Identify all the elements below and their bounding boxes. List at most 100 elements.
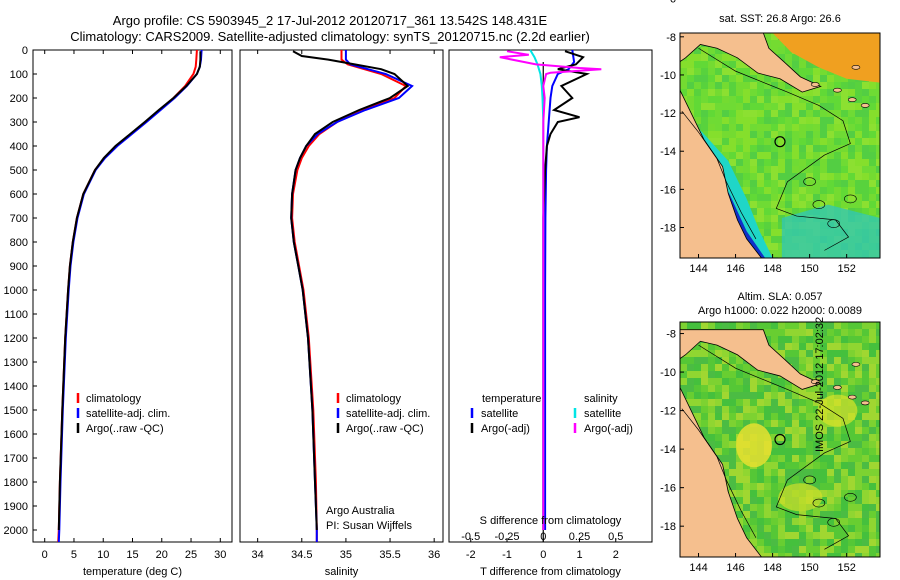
sst-ocean-cell bbox=[848, 187, 855, 194]
sst-ocean-cell bbox=[806, 173, 813, 180]
sla-ocean-cell bbox=[757, 539, 764, 546]
sst-ocean-cell bbox=[855, 173, 862, 180]
sst-ocean-cell bbox=[827, 159, 834, 166]
sst-ocean-cell bbox=[785, 173, 792, 180]
sla-ocean-cell bbox=[827, 546, 834, 553]
sla-ocean-cell bbox=[876, 385, 880, 392]
diff-series-line bbox=[544, 49, 576, 530]
sla-ocean-cell bbox=[841, 441, 848, 448]
sla-ocean-cell bbox=[813, 420, 820, 427]
sst-ocean-cell bbox=[792, 187, 799, 194]
sla-ocean-cell bbox=[722, 406, 729, 413]
sst-ocean-cell bbox=[701, 89, 708, 96]
sst-ocean-cell bbox=[792, 68, 799, 75]
sst-ocean-cell bbox=[771, 173, 778, 180]
sst-ocean-cell bbox=[708, 124, 715, 131]
sst-ocean-cell bbox=[764, 110, 771, 117]
depth-tick-label: 500 bbox=[10, 165, 28, 177]
sla-ocean-cell bbox=[701, 357, 708, 364]
sla-ocean-cell bbox=[764, 518, 771, 525]
sst-ocean-cell bbox=[771, 159, 778, 166]
sla-ocean-cell bbox=[771, 406, 778, 413]
sst-ocean-cell bbox=[757, 145, 764, 152]
sla-ocean-cell bbox=[862, 392, 869, 399]
sla-reef-outline bbox=[827, 518, 841, 527]
sla-ocean-cell bbox=[806, 392, 813, 399]
sst-ocean-cell bbox=[820, 159, 827, 166]
sst-ocean-cell bbox=[806, 194, 813, 201]
sst-ocean-cell bbox=[687, 75, 694, 82]
sst-ocean-cell bbox=[757, 194, 764, 201]
diff-t-xlabel: T difference from climatology bbox=[480, 566, 621, 578]
sla-ocean-cell bbox=[785, 469, 792, 476]
sla-ocean-cell bbox=[834, 497, 841, 504]
sla-ocean-cell bbox=[729, 469, 736, 476]
sst-ocean-cell bbox=[778, 131, 785, 138]
sst-ocean-cell bbox=[764, 89, 771, 96]
sst-ocean-cell bbox=[792, 138, 799, 145]
sla-ocean-cell bbox=[750, 539, 757, 546]
sla-ocean-cell bbox=[848, 371, 855, 378]
sla-ytick-label: -12 bbox=[660, 406, 676, 418]
sst-ocean-cell bbox=[841, 75, 848, 82]
sst-ocean-cell bbox=[785, 180, 792, 187]
sst-ocean-cell bbox=[729, 96, 736, 103]
sst-ocean-cell bbox=[722, 152, 729, 159]
sst-ocean-cell bbox=[708, 82, 715, 89]
sla-ocean-cell bbox=[799, 420, 806, 427]
sst-ocean-cell bbox=[785, 187, 792, 194]
sla-ocean-cell bbox=[750, 469, 757, 476]
sla-ocean-cell bbox=[729, 462, 736, 469]
sst-ocean-cell bbox=[736, 110, 743, 117]
sst-ocean-cell bbox=[785, 131, 792, 138]
sla-ocean-cell bbox=[771, 336, 778, 343]
sla-ocean-cell bbox=[855, 364, 862, 371]
sst-ocean-cell bbox=[841, 152, 848, 159]
sla-ocean-cell bbox=[771, 385, 778, 392]
sst-ocean-cell bbox=[841, 166, 848, 173]
sst-island bbox=[847, 97, 857, 103]
sst-ocean-cell bbox=[778, 152, 785, 159]
sst-ocean-cell bbox=[799, 117, 806, 124]
sla-map-title: Altim. SLA: 0.057 bbox=[738, 291, 823, 303]
sst-ocean-cell bbox=[743, 187, 750, 194]
sst-ocean-cell bbox=[729, 54, 736, 61]
sla-ocean-cell bbox=[806, 476, 813, 483]
sla-ocean-cell bbox=[743, 490, 750, 497]
sla-ocean-cell bbox=[855, 350, 862, 357]
sla-ocean-cell bbox=[876, 364, 880, 371]
sst-ocean-cell bbox=[743, 194, 750, 201]
sla-ocean-cell bbox=[680, 357, 687, 364]
sst-ocean-cell bbox=[813, 159, 820, 166]
sst-ocean-cell bbox=[813, 173, 820, 180]
sst-ocean-cell bbox=[799, 131, 806, 138]
sla-ocean-cell bbox=[757, 420, 764, 427]
sst-depth-contour bbox=[681, 110, 757, 240]
sla-ocean-cell bbox=[876, 462, 880, 469]
sst-ocean-cell bbox=[778, 110, 785, 117]
sla-high-sla bbox=[778, 483, 823, 512]
sla-ocean-cell bbox=[701, 392, 708, 399]
sst-ocean-cell bbox=[841, 138, 848, 145]
sla-ocean-cell bbox=[701, 406, 708, 413]
sst-ocean-cell bbox=[827, 89, 834, 96]
sst-ocean-cell bbox=[701, 110, 708, 117]
sla-ocean-cell bbox=[862, 413, 869, 420]
sst-ocean-cell bbox=[848, 89, 855, 96]
sla-ocean-cell bbox=[820, 448, 827, 455]
sst-ocean-cell bbox=[869, 131, 876, 138]
sla-ocean-cell bbox=[785, 343, 792, 350]
sla-ocean-cell bbox=[764, 469, 771, 476]
sla-ocean-cell bbox=[799, 476, 806, 483]
sla-ocean-cell bbox=[778, 525, 785, 532]
sst-ocean-cell bbox=[799, 68, 806, 75]
sla-ocean-cell bbox=[876, 539, 880, 546]
sst-ocean-cell bbox=[799, 145, 806, 152]
sla-ocean-cell bbox=[876, 553, 880, 557]
sla-ocean-cell bbox=[764, 490, 771, 497]
sal-xtick-label: 36 bbox=[428, 549, 440, 561]
sst-ytick-label: -16 bbox=[660, 184, 676, 196]
sla-ocean-cell bbox=[687, 392, 694, 399]
sla-ocean-cell bbox=[862, 511, 869, 518]
sst-ocean-cell bbox=[708, 138, 715, 145]
